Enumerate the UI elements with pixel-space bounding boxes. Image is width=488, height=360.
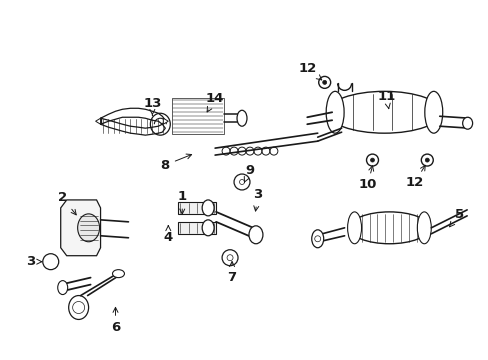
Ellipse shape bbox=[58, 280, 67, 294]
Text: 7: 7 bbox=[227, 262, 236, 284]
Ellipse shape bbox=[462, 117, 471, 129]
Text: 8: 8 bbox=[161, 154, 191, 172]
Ellipse shape bbox=[237, 110, 246, 126]
Ellipse shape bbox=[326, 91, 441, 133]
Circle shape bbox=[421, 154, 432, 166]
Ellipse shape bbox=[202, 220, 214, 236]
Text: 1: 1 bbox=[177, 190, 186, 214]
Text: 3: 3 bbox=[26, 255, 41, 268]
Circle shape bbox=[318, 76, 330, 88]
Ellipse shape bbox=[325, 91, 344, 133]
Ellipse shape bbox=[424, 91, 442, 133]
Ellipse shape bbox=[46, 259, 56, 265]
Ellipse shape bbox=[68, 296, 88, 319]
Text: 9: 9 bbox=[244, 163, 254, 182]
Circle shape bbox=[370, 158, 374, 162]
Ellipse shape bbox=[78, 214, 100, 242]
Circle shape bbox=[314, 236, 320, 242]
Ellipse shape bbox=[347, 212, 361, 244]
Circle shape bbox=[42, 254, 59, 270]
Text: 5: 5 bbox=[448, 208, 463, 227]
Circle shape bbox=[366, 154, 378, 166]
Polygon shape bbox=[95, 118, 101, 124]
Ellipse shape bbox=[202, 200, 214, 216]
Polygon shape bbox=[178, 202, 216, 214]
Ellipse shape bbox=[112, 270, 124, 278]
Ellipse shape bbox=[150, 113, 170, 135]
Text: 2: 2 bbox=[58, 192, 76, 215]
Polygon shape bbox=[178, 222, 216, 234]
Text: 12: 12 bbox=[405, 165, 425, 189]
Text: 11: 11 bbox=[377, 90, 395, 109]
Text: 14: 14 bbox=[205, 92, 224, 112]
Text: 3: 3 bbox=[253, 188, 262, 211]
Circle shape bbox=[239, 180, 244, 184]
Text: 10: 10 bbox=[358, 166, 376, 192]
Circle shape bbox=[322, 80, 326, 84]
Text: 13: 13 bbox=[143, 97, 161, 115]
Circle shape bbox=[222, 250, 238, 266]
Polygon shape bbox=[163, 118, 168, 124]
Text: 12: 12 bbox=[298, 62, 321, 80]
Ellipse shape bbox=[248, 226, 263, 244]
Ellipse shape bbox=[349, 212, 428, 244]
Circle shape bbox=[425, 158, 428, 162]
Polygon shape bbox=[61, 200, 101, 256]
Ellipse shape bbox=[416, 212, 430, 244]
Text: 6: 6 bbox=[111, 307, 120, 334]
Circle shape bbox=[226, 255, 233, 261]
Ellipse shape bbox=[311, 230, 323, 248]
Circle shape bbox=[234, 174, 249, 190]
Bar bbox=[172, 98, 224, 134]
Text: 4: 4 bbox=[163, 225, 173, 244]
